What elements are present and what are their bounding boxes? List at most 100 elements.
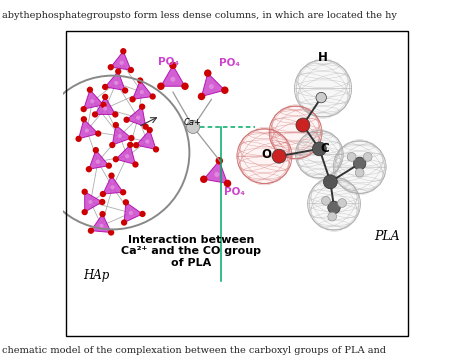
Polygon shape [91, 214, 111, 233]
Text: O: O [261, 148, 271, 161]
Circle shape [96, 159, 100, 164]
Circle shape [128, 67, 134, 73]
Polygon shape [105, 71, 125, 91]
Circle shape [143, 123, 149, 130]
Text: Interaction between
Ca²⁺ and the CO group
of PLA: Interaction between Ca²⁺ and the CO grou… [121, 235, 261, 268]
Circle shape [363, 153, 372, 161]
Circle shape [93, 147, 99, 153]
Circle shape [296, 131, 343, 178]
Circle shape [149, 93, 156, 100]
Polygon shape [161, 66, 185, 86]
Polygon shape [116, 145, 136, 165]
Circle shape [347, 153, 356, 161]
Circle shape [132, 161, 138, 168]
Circle shape [100, 102, 107, 108]
Circle shape [109, 173, 115, 179]
Circle shape [139, 104, 146, 110]
Circle shape [100, 191, 106, 197]
Circle shape [169, 62, 177, 69]
Polygon shape [112, 125, 131, 145]
Text: Ca+: Ca+ [183, 118, 201, 127]
Circle shape [120, 48, 127, 54]
Polygon shape [95, 97, 115, 114]
Text: abythephosphategroupsto form less dense columns, in which are located the hy: abythephosphategroupsto form less dense … [2, 11, 397, 20]
Circle shape [269, 106, 322, 159]
Circle shape [328, 201, 340, 214]
Circle shape [95, 130, 101, 137]
Circle shape [110, 185, 115, 189]
Circle shape [92, 111, 98, 118]
Circle shape [122, 87, 128, 94]
Circle shape [114, 81, 118, 85]
Circle shape [146, 127, 153, 133]
Circle shape [294, 60, 352, 117]
Circle shape [129, 211, 133, 215]
Circle shape [119, 61, 124, 65]
Text: H: H [318, 51, 328, 64]
Circle shape [272, 149, 286, 163]
Circle shape [153, 146, 159, 153]
Circle shape [123, 116, 130, 123]
Circle shape [328, 212, 337, 221]
Circle shape [316, 92, 327, 103]
Polygon shape [201, 73, 225, 96]
Circle shape [145, 139, 149, 144]
Circle shape [127, 142, 133, 148]
Circle shape [221, 87, 228, 94]
Circle shape [121, 219, 127, 226]
Circle shape [171, 77, 175, 82]
Polygon shape [84, 90, 103, 109]
Circle shape [296, 118, 310, 132]
Circle shape [157, 83, 164, 90]
Circle shape [115, 68, 121, 75]
Circle shape [108, 64, 114, 70]
Circle shape [106, 162, 112, 169]
Circle shape [200, 175, 208, 183]
Circle shape [133, 142, 139, 148]
Circle shape [333, 141, 386, 194]
Circle shape [88, 228, 94, 234]
Circle shape [123, 199, 129, 205]
Polygon shape [124, 202, 143, 222]
Text: PLA: PLA [374, 230, 400, 244]
Circle shape [128, 135, 135, 141]
Circle shape [323, 175, 337, 189]
Text: chematic model of the complexation between the carboxyl groups of PLA and: chematic model of the complexation betwe… [2, 347, 386, 356]
Circle shape [113, 122, 119, 128]
Circle shape [86, 166, 92, 173]
Circle shape [102, 84, 109, 90]
Circle shape [198, 93, 205, 100]
Circle shape [186, 120, 200, 134]
Circle shape [82, 189, 88, 195]
Circle shape [237, 129, 292, 183]
Circle shape [140, 90, 144, 94]
Circle shape [204, 70, 211, 77]
Circle shape [125, 154, 129, 158]
Circle shape [90, 99, 94, 103]
Circle shape [113, 156, 119, 162]
Text: HAp: HAp [83, 269, 109, 282]
Circle shape [75, 136, 82, 142]
Circle shape [100, 211, 106, 217]
Circle shape [356, 168, 364, 177]
Polygon shape [111, 51, 131, 70]
Circle shape [312, 142, 326, 156]
Circle shape [214, 172, 219, 177]
Circle shape [308, 177, 360, 230]
Circle shape [181, 83, 189, 90]
Circle shape [100, 223, 104, 228]
Circle shape [89, 200, 92, 204]
Circle shape [354, 157, 366, 170]
Text: PO₄: PO₄ [158, 57, 179, 67]
Circle shape [137, 77, 143, 84]
Circle shape [108, 229, 114, 236]
Circle shape [216, 157, 223, 165]
Polygon shape [204, 161, 228, 183]
Circle shape [112, 111, 118, 118]
Polygon shape [133, 80, 153, 99]
Circle shape [224, 180, 231, 187]
Polygon shape [127, 107, 146, 127]
Polygon shape [85, 192, 102, 212]
Circle shape [118, 134, 122, 138]
Polygon shape [136, 130, 156, 149]
